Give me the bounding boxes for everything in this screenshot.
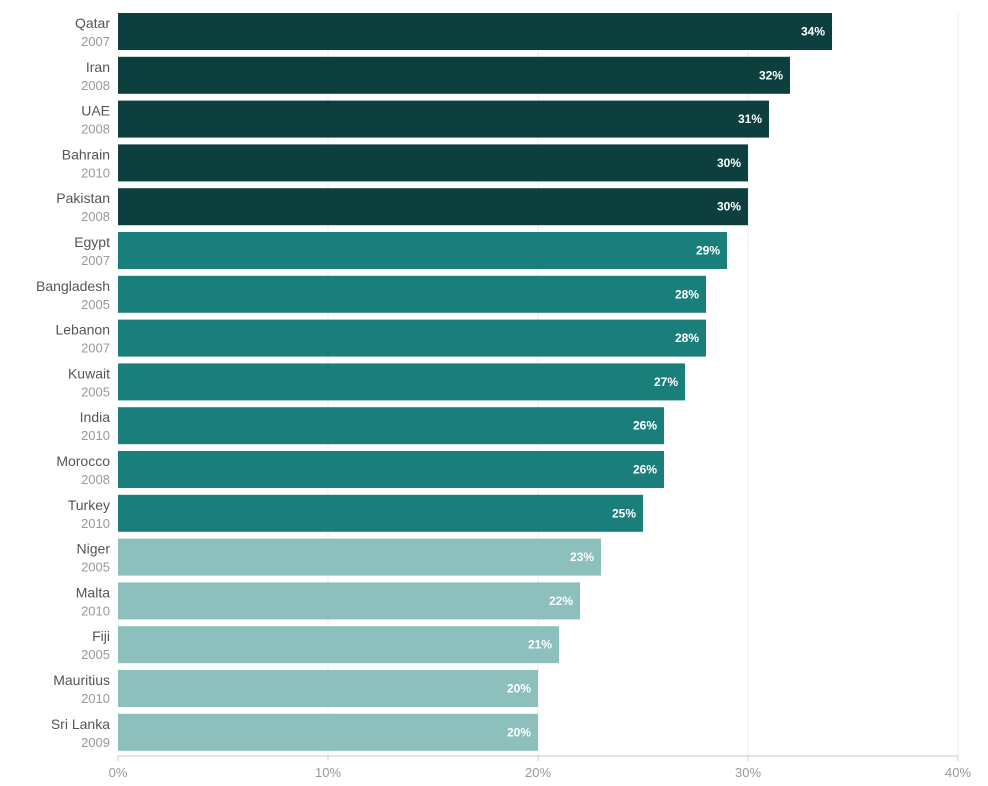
category-label: Niger bbox=[77, 541, 111, 557]
category-label: Kuwait bbox=[68, 365, 110, 381]
year-label: 2010 bbox=[81, 516, 110, 531]
year-label: 2007 bbox=[81, 341, 110, 356]
bar bbox=[118, 232, 727, 269]
category-label: Morocco bbox=[56, 453, 110, 469]
bar bbox=[118, 494, 643, 532]
bar-value-label: 34% bbox=[801, 25, 825, 39]
bar bbox=[118, 582, 580, 620]
year-label: 2010 bbox=[81, 603, 110, 618]
bar-value-label: 22% bbox=[549, 594, 573, 608]
year-label: 2008 bbox=[81, 122, 110, 137]
category-label: Qatar bbox=[75, 15, 110, 31]
bar-value-label: 26% bbox=[633, 463, 657, 477]
category-label: Fiji bbox=[92, 628, 110, 644]
year-label: 2008 bbox=[81, 472, 110, 487]
year-label: 2007 bbox=[81, 34, 110, 49]
bar bbox=[118, 670, 538, 707]
bar-value-label: 21% bbox=[528, 638, 552, 652]
bar bbox=[118, 275, 706, 313]
bar-value-label: 30% bbox=[717, 156, 741, 170]
year-label: 2005 bbox=[81, 384, 110, 399]
x-tick-label: 20% bbox=[525, 765, 551, 780]
bar-value-label: 29% bbox=[696, 244, 720, 258]
bar bbox=[118, 363, 685, 401]
bar bbox=[118, 13, 832, 50]
bar bbox=[118, 538, 601, 576]
year-label: 2010 bbox=[81, 428, 110, 443]
x-tick-label: 10% bbox=[315, 765, 341, 780]
category-label: Mauritius bbox=[53, 672, 110, 688]
bar-value-label: 26% bbox=[633, 419, 657, 433]
category-label: Bangladesh bbox=[36, 278, 110, 294]
x-axis-ticks: 0% 10% 20% 30% 40% bbox=[109, 756, 971, 780]
bar-value-label: 23% bbox=[570, 550, 594, 564]
category-label: UAE bbox=[81, 103, 110, 119]
category-label: India bbox=[80, 409, 111, 425]
year-label: 2010 bbox=[81, 165, 110, 180]
year-label: 2007 bbox=[81, 253, 110, 268]
bar bbox=[118, 144, 748, 182]
bar-value-label: 20% bbox=[507, 682, 531, 696]
bar-value-label: 28% bbox=[675, 287, 699, 301]
x-tick-label: 30% bbox=[735, 765, 761, 780]
bar-value-label: 20% bbox=[507, 725, 531, 739]
category-label: Malta bbox=[76, 584, 110, 600]
category-label: Pakistan bbox=[56, 190, 110, 206]
year-label: 2009 bbox=[81, 735, 110, 750]
category-label: Bahrain bbox=[62, 146, 110, 162]
year-label: 2005 bbox=[81, 297, 110, 312]
category-label: Sri Lanka bbox=[51, 716, 110, 732]
x-tick-label: 40% bbox=[945, 765, 971, 780]
category-label: Lebanon bbox=[55, 322, 110, 338]
bar bbox=[118, 713, 538, 751]
category-label: Egypt bbox=[74, 234, 110, 250]
bar bbox=[118, 56, 790, 94]
bar bbox=[118, 451, 664, 488]
bar-value-label: 27% bbox=[654, 375, 678, 389]
bar-value-label: 32% bbox=[759, 68, 783, 82]
bars: 34% 32% 31% 30% 30% 29% 28% 28% 27% 26% 26% 25% 23% 2… bbox=[118, 13, 832, 751]
bar-value-label: 25% bbox=[612, 506, 636, 520]
bar bbox=[118, 188, 748, 226]
bar-value-label: 31% bbox=[738, 112, 762, 126]
category-label: Iran bbox=[86, 59, 110, 75]
year-label: 2008 bbox=[81, 78, 110, 93]
bar bbox=[118, 100, 769, 138]
year-label: 2005 bbox=[81, 647, 110, 662]
year-label: 2008 bbox=[81, 209, 110, 224]
x-tick-label: 0% bbox=[109, 765, 128, 780]
category-label: Turkey bbox=[68, 497, 110, 513]
bar bbox=[118, 319, 706, 357]
bar-value-label: 28% bbox=[675, 331, 699, 345]
category-labels: Qatar 2007 Iran 2008 UAE 2008 Bahrain 2010 Pakis… bbox=[36, 15, 110, 750]
year-label: 2005 bbox=[81, 560, 110, 575]
bar bbox=[118, 626, 559, 664]
year-label: 2010 bbox=[81, 691, 110, 706]
bar bbox=[118, 407, 664, 445]
bar-value-label: 30% bbox=[717, 200, 741, 214]
